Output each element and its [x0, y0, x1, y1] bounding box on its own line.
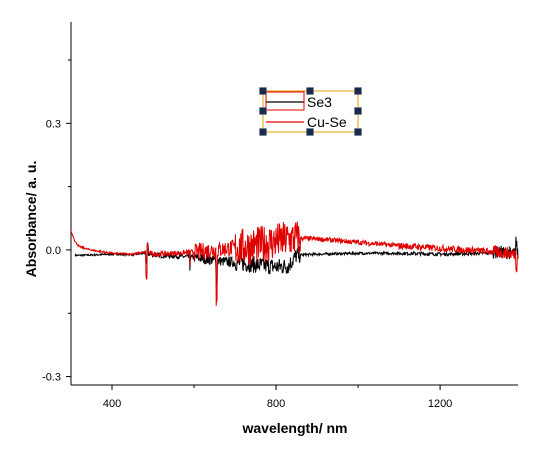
legend[interactable]: Se3 Cu-Se	[259, 87, 362, 136]
legend-resize-handle[interactable]	[354, 87, 362, 95]
x-tick-label: 800	[267, 398, 285, 410]
x-axis-title: wavelength/ nm	[241, 420, 347, 436]
legend-resize-handle[interactable]	[306, 87, 314, 95]
series-cu-se-line	[70, 221, 519, 306]
legend-resize-handle[interactable]	[259, 107, 267, 115]
y-tick-label: 0.0	[46, 245, 61, 257]
legend-inner-box	[265, 91, 305, 111]
y-tick-label: 0.3	[46, 118, 61, 130]
plot-area	[70, 221, 519, 306]
legend-resize-handle[interactable]	[259, 87, 267, 95]
legend-label-cu-se: Cu-Se	[307, 114, 347, 130]
x-tick-label: 1200	[428, 398, 452, 410]
legend-resize-handle[interactable]	[354, 128, 362, 136]
legend-label-se3: Se3	[307, 94, 332, 110]
legend-resize-handle[interactable]	[306, 128, 314, 136]
legend-resize-handle[interactable]	[259, 128, 267, 136]
x-ticks: 400 800 1200	[103, 385, 452, 410]
x-tick-label: 400	[103, 398, 121, 410]
y-axis-title: Absorbance/ a. u.	[23, 161, 39, 278]
series-se3-line	[74, 236, 519, 287]
y-ticks: -0.3 0.0 0.3	[42, 59, 71, 384]
legend-handles[interactable]	[259, 87, 362, 136]
legend-resize-handle[interactable]	[354, 107, 362, 115]
y-tick-label: -0.3	[42, 372, 61, 384]
